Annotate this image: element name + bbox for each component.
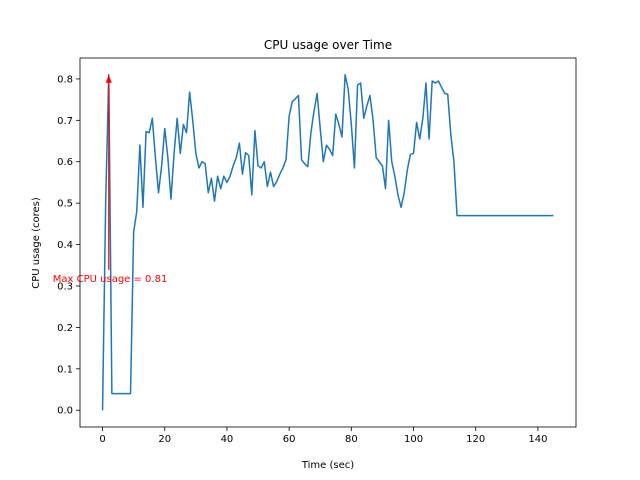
x-tick-label: 120 — [466, 434, 485, 445]
y-tick-label: 0.2 — [57, 323, 73, 334]
x-tick-label: 140 — [528, 434, 547, 445]
y-tick-label: 0.8 — [57, 74, 73, 85]
x-tick-label: 20 — [158, 434, 171, 445]
chart-title: CPU usage over Time — [264, 38, 392, 52]
y-tick-label: 0.3 — [57, 281, 73, 292]
series-group — [101, 74, 554, 411]
y-tick-label: 0.0 — [57, 406, 73, 417]
ticks-group: 0 20 40 60 80 100 120 140 0.0 0.1 0.2 0.3 0.4 0.5 0.6 0… — [57, 74, 547, 445]
annotation-arrow-head — [105, 74, 112, 83]
y-tick-label: 0.6 — [57, 157, 73, 168]
y-tick-label: 0.4 — [57, 240, 73, 251]
y-axis-label: CPU usage (cores) — [31, 197, 42, 289]
max-annotation-text: Max CPU usage = 0.81 — [53, 274, 168, 285]
x-tick-label: 80 — [345, 434, 358, 445]
x-tick-label: 100 — [404, 434, 423, 445]
series-line — [101, 74, 554, 411]
plot-frame — [79, 57, 577, 428]
x-tick-label: 40 — [221, 434, 234, 445]
annotation-group: Max CPU usage = 0.81 — [53, 74, 168, 285]
x-tick-label: 0 — [99, 434, 105, 445]
y-tick-label: 0.5 — [57, 199, 73, 210]
y-tick-label: 0.7 — [57, 116, 73, 127]
x-axis-label: Time (sec) — [301, 460, 354, 471]
y-tick-label: 0.1 — [57, 364, 73, 375]
x-tick-label: 60 — [283, 434, 296, 445]
